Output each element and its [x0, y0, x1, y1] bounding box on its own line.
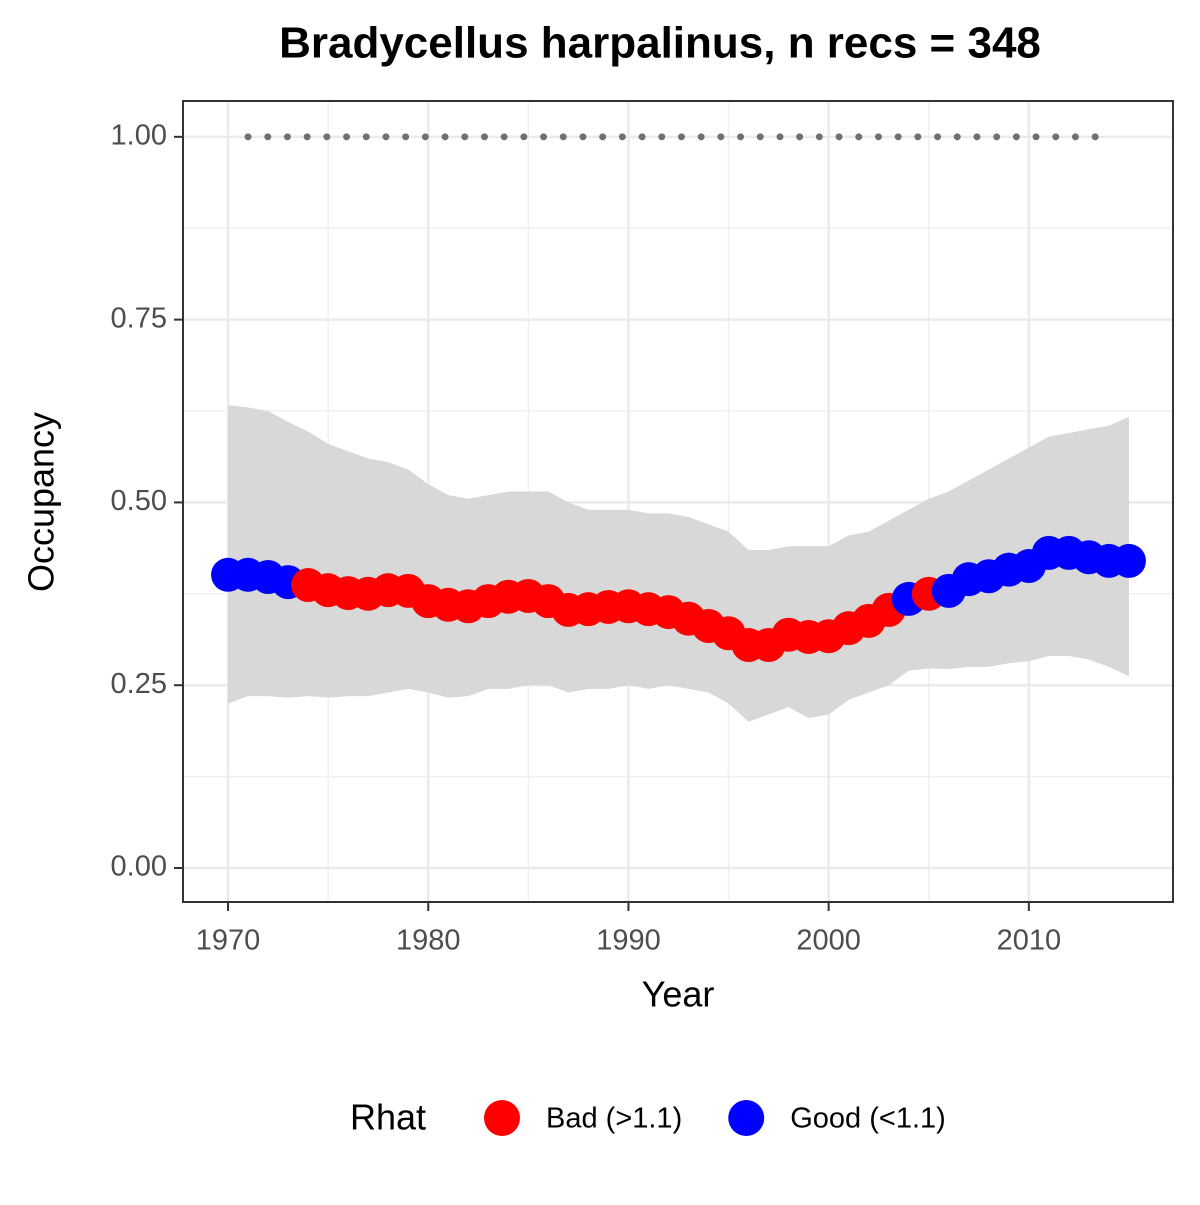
y-tick-label: 0.25: [111, 668, 167, 700]
x-axis-label: Year: [642, 974, 715, 1015]
y-tick-label: 0.00: [111, 851, 167, 883]
y-tick-label: 0.50: [111, 485, 167, 517]
x-tick-label: 2000: [796, 925, 861, 957]
point: [1111, 543, 1146, 578]
panel-border: [182, 100, 1174, 903]
legend-swatch: [484, 1100, 520, 1136]
x-tick-label: 2010: [997, 925, 1062, 957]
legend-label: Good (<1.1): [790, 1103, 946, 1135]
confidence-ribbon: [228, 405, 1129, 722]
chart-title: Bradycellus harpalinus, n recs = 348: [279, 19, 1041, 68]
y-tick-label: 1.00: [111, 119, 167, 151]
y-tick-label: 0.75: [111, 302, 167, 334]
x-tick-label: 1980: [396, 925, 461, 957]
legend-label: Bad (>1.1): [546, 1103, 682, 1135]
legend-swatch: [728, 1100, 765, 1136]
y-axis-label: Occupancy: [21, 412, 62, 592]
x-tick-label: 1990: [596, 925, 661, 957]
x-tick-label: 1970: [196, 925, 261, 957]
legend-title: Rhat: [350, 1097, 426, 1138]
